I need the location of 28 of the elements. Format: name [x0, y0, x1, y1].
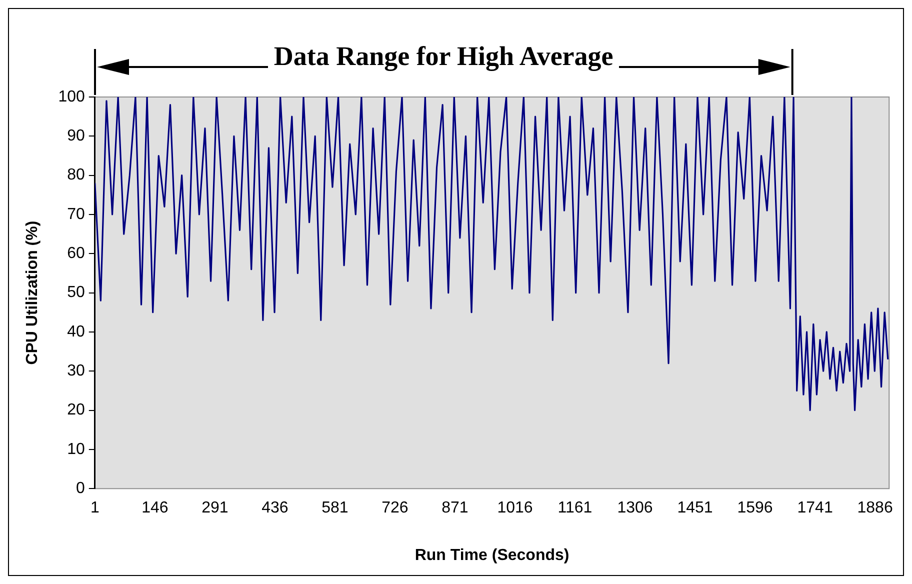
- x-tick-label: 581: [322, 500, 348, 517]
- y-tick-label: 70: [67, 206, 85, 223]
- x-tick-label: 871: [442, 500, 468, 517]
- x-axis-title: Run Time (Seconds): [414, 546, 570, 564]
- x-tick-label: 291: [202, 500, 228, 517]
- x-tick-label: 1451: [677, 500, 713, 517]
- x-tick-label: 1741: [797, 500, 833, 517]
- text: Data Range for High Average: [268, 41, 620, 71]
- y-tick-label: 0: [76, 480, 85, 498]
- y-tick-label: 10: [67, 440, 85, 458]
- y-tick-label: 50: [67, 284, 85, 302]
- y-tick-label: 40: [67, 323, 85, 340]
- y-tick-label: 90: [67, 128, 85, 145]
- x-tick-label: 1886: [857, 500, 893, 517]
- x-tick-label: 1596: [737, 500, 773, 517]
- x-tick-label: 1: [90, 500, 100, 517]
- x-tick-label: 1161: [558, 500, 592, 517]
- y-tick-label: 30: [67, 362, 85, 380]
- y-axis-title: CPU Utilization (%): [24, 220, 42, 365]
- y-tick-label: 80: [67, 166, 85, 184]
- y-tick-label: 60: [67, 245, 85, 262]
- x-tick-label: 1016: [497, 500, 533, 517]
- y-tick-label: 100: [58, 88, 85, 106]
- x-tick-label: 1306: [617, 500, 653, 517]
- x-tick-label: 726: [382, 500, 408, 517]
- x-tick-label: 146: [142, 500, 168, 517]
- x-tick-label: 436: [262, 500, 288, 517]
- y-tick-label: 20: [67, 402, 85, 419]
